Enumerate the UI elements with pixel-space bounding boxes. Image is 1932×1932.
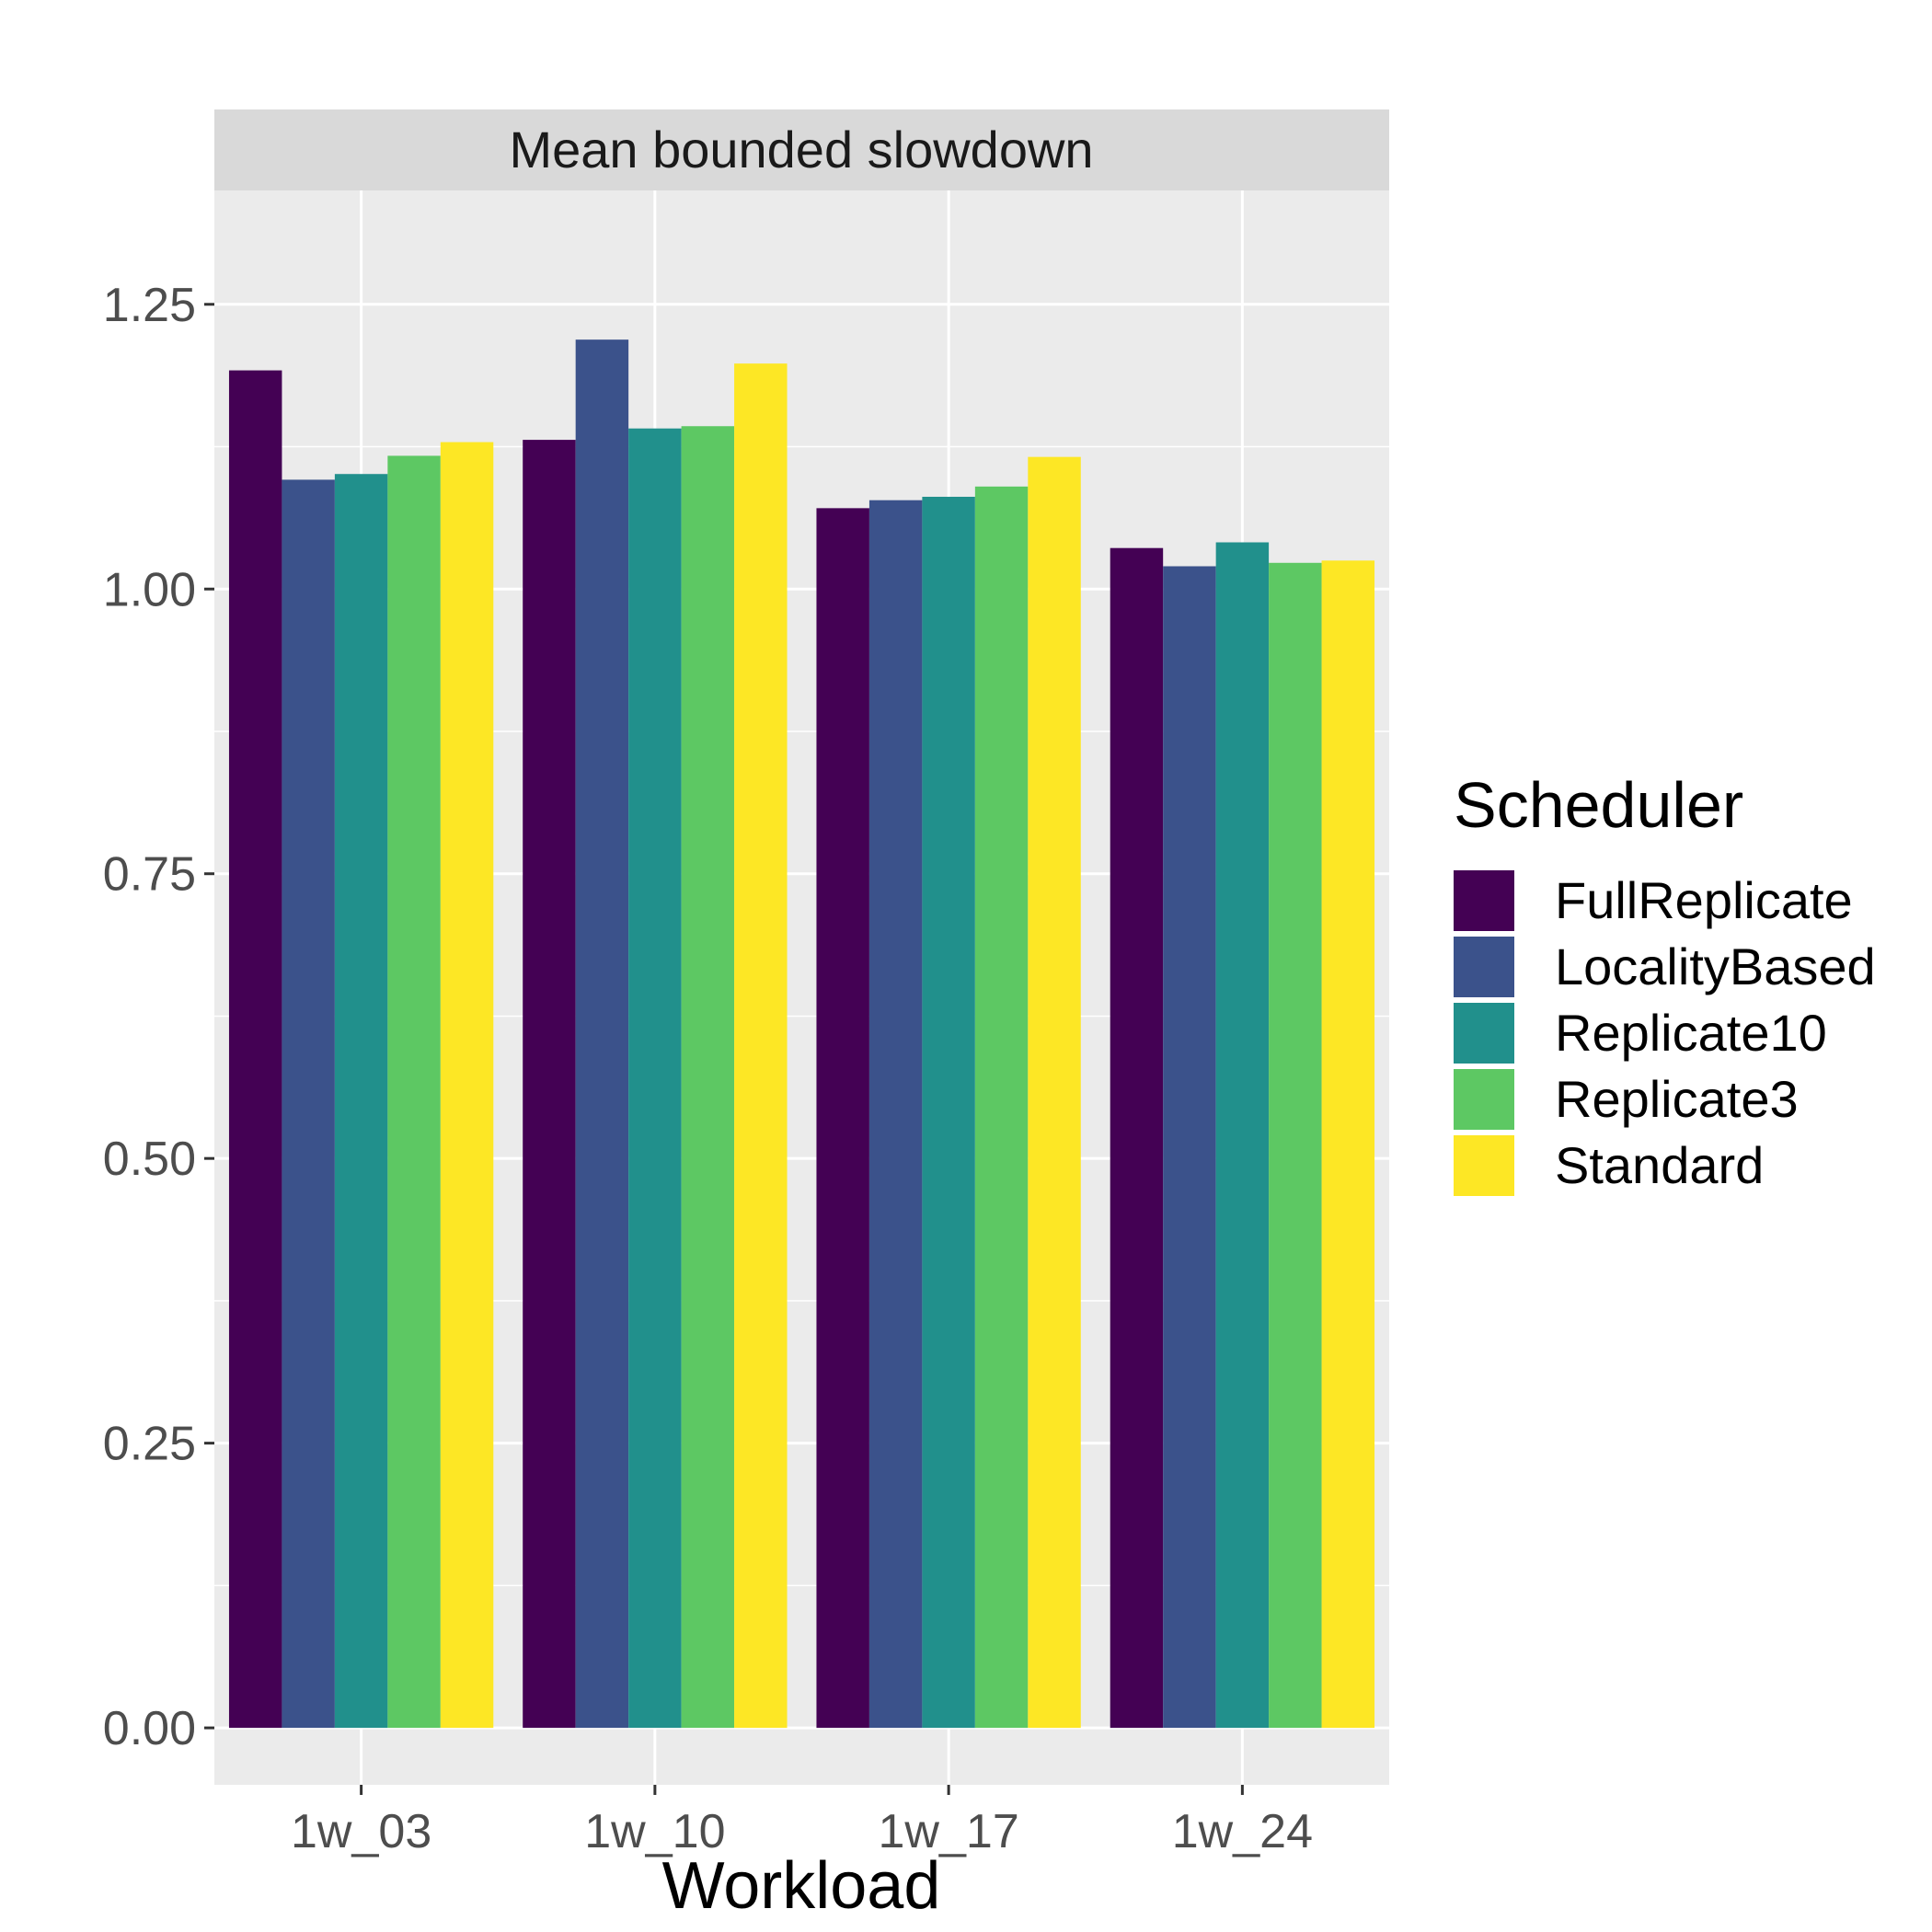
legend-label: Replicate3 <box>1555 1070 1799 1128</box>
bar-LocalityBased-1w_03 <box>282 479 335 1729</box>
y-tick-label: 0.50 <box>103 1133 196 1186</box>
bar-FullReplicate-1w_03 <box>228 370 282 1729</box>
legend-label: FullReplicate <box>1555 871 1853 929</box>
bar-FullReplicate-1w_17 <box>816 508 869 1729</box>
legend-title: Scheduler <box>1454 769 1743 841</box>
bar-Replicate10-1w_03 <box>334 474 388 1729</box>
bar-Replicate3-1w_10 <box>681 426 735 1729</box>
bar-Replicate10-1w_10 <box>628 428 682 1729</box>
bars <box>228 339 1375 1729</box>
x-tick-label: 1w_10 <box>584 1805 725 1858</box>
bar-Standard-1w_17 <box>1028 456 1081 1729</box>
legend-key-LocalityBased <box>1454 937 1514 997</box>
legend-key-FullReplicate <box>1454 870 1514 931</box>
bar-FullReplicate-1w_10 <box>523 440 576 1729</box>
x-tick-label: 1w_03 <box>291 1805 431 1858</box>
bar-Replicate3-1w_17 <box>974 486 1029 1729</box>
bar-Replicate3-1w_03 <box>387 455 441 1729</box>
bar-LocalityBased-1w_10 <box>575 339 629 1729</box>
bar-Standard-1w_24 <box>1321 560 1375 1729</box>
facet-strip <box>214 109 1389 190</box>
bar-Replicate3-1w_24 <box>1269 562 1322 1729</box>
y-tick-label: 0.00 <box>103 1702 196 1755</box>
bar-Standard-1w_10 <box>734 363 788 1729</box>
y-tick-label: 0.75 <box>103 848 196 902</box>
bar-LocalityBased-1w_17 <box>868 500 923 1729</box>
x-tick-label: 1w_17 <box>879 1805 1019 1858</box>
legend-label: Standard <box>1555 1136 1764 1194</box>
legend-key-Replicate10 <box>1454 1003 1514 1064</box>
x-tick-label: 1w_24 <box>1172 1805 1313 1858</box>
x-axis: 1w_03 1w_10 1w_17 1w_24 <box>291 1785 1313 1858</box>
legend-label: Replicate10 <box>1555 1004 1827 1062</box>
y-tick-label: 1.25 <box>103 279 196 332</box>
y-tick-label: 1.00 <box>103 563 196 616</box>
bar-Replicate10-1w_24 <box>1215 542 1270 1729</box>
bar-FullReplicate-1w_24 <box>1110 547 1164 1729</box>
legend-key-Standard <box>1454 1135 1514 1196</box>
legend-key-Replicate3 <box>1454 1069 1514 1130</box>
bar-Replicate10-1w_17 <box>922 496 975 1729</box>
facet-title: Mean bounded slowdown <box>509 121 1093 178</box>
legend: Scheduler FullReplicate LocalityBased Repl… <box>1454 769 1876 1196</box>
legend-label: LocalityBased <box>1555 937 1876 995</box>
x-axis-title: Workload <box>662 1849 941 1923</box>
legend-items: FullReplicate LocalityBased Replicate10 Rep… <box>1454 870 1876 1196</box>
bar-Standard-1w_03 <box>440 442 494 1729</box>
y-tick-label: 0.25 <box>103 1418 196 1471</box>
bar-LocalityBased-1w_24 <box>1163 566 1216 1729</box>
y-axis: 0.00 0.25 0.50 0.75 1.00 1.25 <box>103 279 214 1755</box>
